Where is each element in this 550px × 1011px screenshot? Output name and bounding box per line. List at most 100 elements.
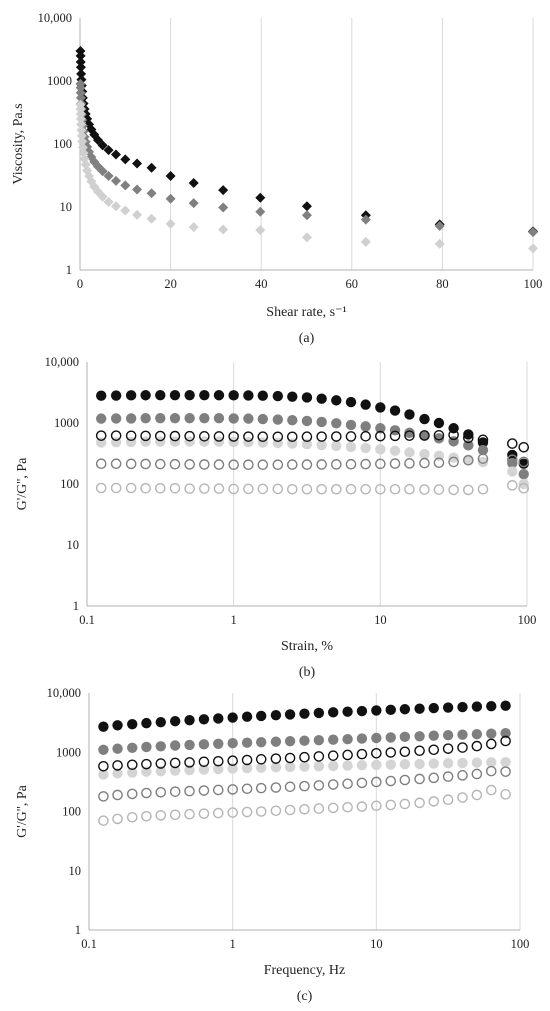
data-point [255, 192, 266, 203]
data-point [103, 171, 114, 182]
data-point [360, 431, 371, 442]
series-6 [98, 784, 511, 826]
data-point [227, 807, 238, 818]
data-point [256, 762, 267, 773]
data-point [95, 430, 107, 441]
data-point [414, 731, 425, 742]
data-point [327, 750, 339, 761]
data-point [507, 457, 518, 469]
data-point [154, 483, 166, 494]
series-1 [96, 389, 529, 469]
data-point [272, 431, 284, 443]
data-point [485, 784, 497, 796]
data-point [169, 436, 181, 447]
data-point [184, 459, 195, 470]
data-point [169, 740, 181, 751]
data-point [301, 232, 312, 243]
data-point [448, 484, 459, 496]
data-point [169, 483, 181, 494]
data-point [404, 409, 415, 420]
data-point [356, 705, 368, 717]
data-point [155, 810, 167, 821]
data-point [399, 704, 411, 715]
x-tick-label: 100 [511, 937, 530, 951]
data-point [385, 775, 397, 787]
data-point [342, 706, 353, 717]
data-point [500, 727, 511, 739]
data-point [328, 734, 339, 745]
data-point [270, 762, 282, 773]
data-point [112, 789, 123, 801]
data-point [356, 777, 368, 789]
x-tick-label: 40 [255, 277, 268, 291]
data-point [141, 766, 152, 777]
data-point [389, 483, 401, 495]
data-point [76, 119, 87, 130]
data-point [169, 786, 181, 797]
data-point [301, 483, 313, 495]
data-point [342, 801, 353, 813]
data-point [286, 483, 298, 495]
data-point [198, 714, 210, 725]
data-point [477, 456, 489, 468]
data-point [132, 158, 143, 169]
data-point [463, 484, 474, 496]
data-point [486, 757, 497, 768]
data-point [228, 483, 239, 495]
data-point [169, 809, 181, 821]
data-point [146, 213, 157, 224]
data-point [528, 243, 538, 254]
data-point [442, 702, 454, 713]
data-point [428, 702, 439, 714]
data-point [485, 738, 497, 750]
data-point [419, 430, 430, 441]
data-point [198, 756, 210, 768]
data-point [199, 483, 210, 494]
data-point [485, 765, 497, 777]
data-point [98, 760, 109, 772]
data-point [419, 484, 430, 495]
data-point [169, 715, 181, 727]
data-point [228, 431, 239, 442]
data-point [414, 773, 425, 785]
data-point [345, 419, 357, 431]
data-point [146, 188, 157, 199]
data-point [385, 732, 396, 743]
data-point [272, 390, 284, 402]
data-point [463, 454, 474, 466]
data-point [228, 390, 239, 401]
data-point [507, 438, 518, 449]
data-point [103, 197, 114, 208]
series-2 [98, 727, 511, 755]
data-point [127, 742, 138, 753]
data-point [471, 768, 483, 780]
data-point [112, 720, 123, 731]
data-point [486, 700, 497, 712]
data-point [433, 457, 445, 469]
data-point [471, 789, 483, 801]
data-point [184, 785, 195, 797]
data-point [284, 752, 296, 764]
data-point [96, 390, 107, 401]
data-point [375, 430, 386, 442]
data-point [385, 704, 396, 716]
data-point [255, 782, 267, 794]
data-point [227, 784, 238, 795]
x-axis-label: Frequency, Hz [264, 963, 346, 978]
data-point [198, 808, 210, 819]
data-point [213, 763, 224, 775]
data-point [389, 445, 401, 457]
data-point [360, 421, 371, 432]
data-point [345, 441, 357, 453]
data-point [375, 483, 386, 495]
data-point [442, 758, 454, 769]
data-point [77, 136, 88, 147]
data-point [457, 729, 468, 740]
data-point [141, 787, 152, 799]
y-tick-label: 10,000 [38, 11, 72, 25]
data-point [98, 721, 109, 732]
data-point [199, 389, 210, 401]
data-point [257, 413, 269, 425]
data-point [110, 413, 122, 424]
